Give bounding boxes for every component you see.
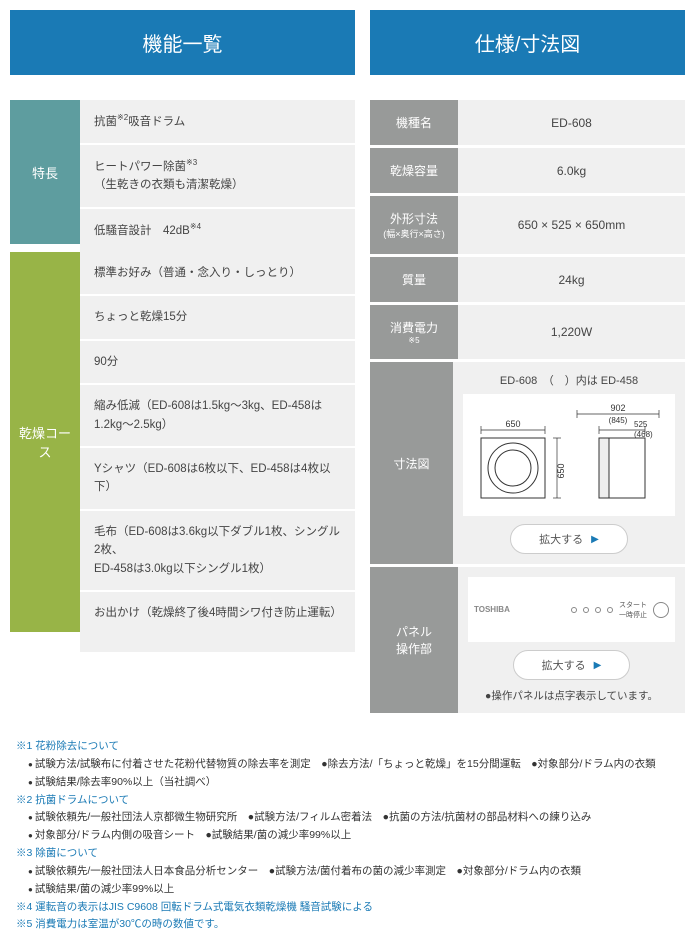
category-label: 特長: [10, 100, 80, 244]
svg-text:(845): (845): [609, 416, 628, 425]
category-label: 乾燥コース: [10, 252, 80, 632]
footnote-item: 試験依頼先/一般社団法人日本食品分析センター ●試験方法/菌付着布の菌の減少率測…: [28, 863, 684, 881]
spec-value: 650 × 525 × 650mm: [458, 196, 685, 254]
spec-value: 24kg: [458, 257, 685, 302]
enlarge-diagram-button[interactable]: 拡大する▶: [510, 524, 628, 554]
spec-value: 1,220W: [458, 305, 685, 359]
enlarge-panel-button[interactable]: 拡大する▶: [513, 650, 631, 680]
spec-value: ED-608: [458, 100, 685, 145]
footnote-head: ※4 運転音の表示はJIS C9608 回転ドラム式電気衣類乾燥機 騒音試験によ…: [16, 901, 373, 913]
svg-text:650: 650: [556, 463, 566, 478]
panel-note: ●操作パネルは点字表示しています。: [485, 688, 658, 703]
svg-text:902: 902: [610, 403, 625, 413]
spec-label: 外形寸法(幅×奥行×高さ): [370, 196, 458, 254]
control-panel-image: TOSHIBA スタート 一時停止: [468, 577, 675, 642]
spec-value: 6.0kg: [458, 148, 685, 193]
chevron-right-icon: ▶: [591, 534, 599, 545]
feature-row: 低騒音設計 42dB※4: [80, 209, 355, 252]
spec-label: 消費電力※5: [370, 305, 458, 359]
feature-row: 標準お好み（普通・念入り・しっとり）: [80, 252, 355, 296]
svg-text:(468): (468): [634, 430, 653, 439]
footnote-head: ※5 消費電力は室温が30℃の時の数値です。: [16, 918, 224, 930]
footnote-head: ※1 花粉除去について: [16, 740, 119, 752]
feature-row: 抗菌※2吸音ドラム: [80, 100, 355, 145]
diagram-caption: ED-608 （ ）内は ED-458: [500, 372, 638, 388]
diagram-cell: ED-608 （ ）内は ED-458: [453, 362, 685, 564]
chevron-right-icon: ▶: [594, 660, 602, 671]
svg-text:650: 650: [505, 419, 520, 429]
footnote-item: 試験結果/除去率90%以上（当社調べ）: [28, 774, 684, 792]
footnote-item: 試験結果/菌の減少率99%以上: [28, 881, 684, 899]
spec-label: 質量: [370, 257, 458, 302]
feature-row: ヒートパワー除菌※3（生乾きの衣類も清潔乾燥）: [80, 145, 355, 209]
footnote-head: ※3 除菌について: [16, 847, 98, 859]
spec-label: 機種名: [370, 100, 458, 145]
feature-row: お出かけ（乾燥終了後4時間シワ付き防止運転）: [80, 592, 355, 652]
diagram-label: 寸法図: [370, 362, 453, 564]
feature-row: 縮み低減（ED-608は1.5kg～3kg、ED-458は1.2kg～2.5kg…: [80, 385, 355, 448]
panel-cell: TOSHIBA スタート 一時停止 拡大する▶ ●操作パネルは点字表示しています…: [458, 567, 685, 713]
footnote-item: 試験方法/試験布に付着させた花粉代替物質の除去率を測定 ●除去方法/「ちょっと乾…: [28, 756, 684, 774]
feature-row: 毛布（ED-608は3.6kg以下ダブル1枚、シングル2枚、ED-458は3.0…: [80, 511, 355, 592]
spec-label: 乾燥容量: [370, 148, 458, 193]
left-header: 機能一覧: [10, 10, 355, 75]
feature-row: ちょっと乾燥15分: [80, 296, 355, 340]
feature-row: Yシャツ（ED-608は6枚以下、ED-458は4枚以下）: [80, 448, 355, 511]
svg-text:525: 525: [634, 420, 648, 429]
feature-row: 90分: [80, 341, 355, 385]
dimension-diagram: 650 650 902 (845) 525 (468): [463, 394, 675, 516]
footnote-item: 対象部分/ドラム内側の吸音シート ●試験結果/菌の減少率99%以上: [28, 827, 684, 845]
footnote-item: 試験依頼先/一般社団法人京都微生物研究所 ●試験方法/フィルム密着法 ●抗菌の方…: [28, 809, 684, 827]
panel-label: パネル操作部: [370, 567, 458, 713]
footnote-head: ※2 抗菌ドラムについて: [16, 794, 129, 806]
right-header: 仕様/寸法図: [370, 10, 685, 75]
